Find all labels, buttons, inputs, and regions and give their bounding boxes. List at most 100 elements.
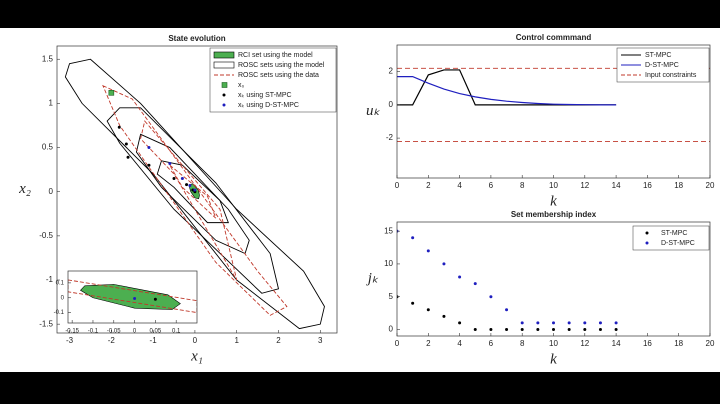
y-tick-label: 0 xyxy=(49,187,54,196)
x-tick-label: 20 xyxy=(706,181,715,190)
x-tick-label: 0 xyxy=(133,329,137,335)
y-tick-label: 0.5 xyxy=(42,143,54,152)
axes-frame xyxy=(56,45,338,334)
legend-label: D-ST-MPC xyxy=(645,62,679,69)
legend-label: ST-MPC xyxy=(645,52,671,59)
y-tick-label: 0 xyxy=(389,325,394,334)
set-polygon xyxy=(80,284,181,310)
data-point xyxy=(614,321,618,325)
axes-frame xyxy=(396,221,711,337)
legend-label: ROSC sets using the data xyxy=(238,72,319,79)
data-point xyxy=(598,321,602,325)
data-point xyxy=(185,183,189,187)
x-axis-label: x₁ xyxy=(190,348,203,364)
legend-label: x₀ xyxy=(238,82,245,89)
data-point xyxy=(552,321,555,325)
x-tick-label: -0.15 xyxy=(65,329,79,335)
x-tick-label: 2 xyxy=(276,336,281,345)
data-point xyxy=(147,146,151,150)
legend-swatch xyxy=(222,93,226,97)
y-tick-label: 1 xyxy=(49,99,54,108)
y-tick-label: -0.5 xyxy=(39,231,53,240)
data-point xyxy=(191,188,195,192)
x-tick-label: 4 xyxy=(457,339,462,348)
data-point xyxy=(583,321,587,325)
data-point xyxy=(473,327,477,331)
chart-title: Control commmand xyxy=(516,33,592,42)
y-axis-label: jₖ xyxy=(366,270,379,286)
x-axis-label: k xyxy=(550,351,557,367)
x-tick-label: 18 xyxy=(674,181,683,190)
set-polygon xyxy=(102,84,288,316)
x-tick-label: 6 xyxy=(489,339,494,348)
x-tick-label: 3 xyxy=(318,336,323,345)
data-point xyxy=(505,327,509,331)
x-tick-label: 14 xyxy=(612,339,621,348)
x-tick-label: -3 xyxy=(66,336,74,345)
data-point xyxy=(458,275,462,279)
y-tick-label: -2 xyxy=(386,133,394,142)
chart: -0.15 -0.1 -0.05 0 0.05 0.1 -0.1 0 0.1 xyxy=(54,270,198,335)
data-point xyxy=(489,327,493,331)
set-polygon xyxy=(64,58,325,330)
data-point xyxy=(426,308,430,312)
data-point xyxy=(583,327,587,331)
data-point xyxy=(489,295,493,299)
x-tick-label: 6 xyxy=(489,181,494,190)
data-point xyxy=(520,327,524,331)
axes-frame xyxy=(67,270,198,324)
data-point xyxy=(598,327,602,331)
legend-label: RCI set using the model xyxy=(238,52,313,59)
x-tick-label: -0.05 xyxy=(107,329,121,335)
data-point xyxy=(567,327,571,331)
legend-swatch xyxy=(213,51,235,59)
x-tick-label: 14 xyxy=(612,181,621,190)
x-tick-label: 10 xyxy=(549,181,558,190)
data-point xyxy=(536,327,540,331)
legend-label: xₖ using ST-MPC xyxy=(238,92,292,99)
x-tick-label: 18 xyxy=(674,339,683,348)
y-tick-label: -1.5 xyxy=(39,319,53,328)
legend-swatch xyxy=(645,241,649,245)
data-point xyxy=(614,327,618,331)
y-tick-label: 0 xyxy=(61,295,65,301)
data-line xyxy=(397,75,617,106)
y-tick-label: -1 xyxy=(46,275,54,284)
data-point xyxy=(567,321,571,325)
y-tick-label: 15 xyxy=(384,226,393,235)
x-tick-label: 0.05 xyxy=(150,329,162,335)
data-point xyxy=(426,249,430,253)
data-point xyxy=(124,142,128,146)
set-polygon xyxy=(169,164,217,219)
chart-title: State evolution xyxy=(168,34,225,43)
data-point xyxy=(117,125,121,129)
data-point xyxy=(188,184,192,188)
y-tick-label: 0.1 xyxy=(56,280,65,286)
data-point xyxy=(168,161,172,165)
data-point xyxy=(505,308,509,312)
set-polygon xyxy=(68,279,197,314)
x-axis-label: k xyxy=(550,193,557,209)
y-axis-label: uₖ xyxy=(366,103,381,119)
set-polygon xyxy=(156,160,229,224)
data-point xyxy=(520,321,524,325)
x-tick-label: 12 xyxy=(580,181,589,190)
plot xyxy=(397,229,618,331)
set-polygon xyxy=(140,120,238,281)
x-tick-label: 1 xyxy=(234,336,239,345)
y-tick-label: 10 xyxy=(384,259,393,268)
x-tick-label: 0.1 xyxy=(172,329,181,335)
chart: Set membership index k jₖ 0 2 4 6 8 10 12 14 16 18 20… xyxy=(366,210,715,367)
data-point xyxy=(442,262,446,266)
chart: Control commmand k uₖ 0 2 4 6 8 10 12 14 16 18 20 -2 0 2… xyxy=(366,33,715,209)
x-tick-label: -2 xyxy=(108,336,116,345)
x-tick-label: 0 xyxy=(395,181,400,190)
y-tick-label: 2 xyxy=(389,67,394,76)
legend-label: Input constraints xyxy=(645,72,697,79)
data-point xyxy=(126,155,130,159)
legend-box xyxy=(616,47,710,83)
data-point xyxy=(458,321,462,325)
x-tick-label: 16 xyxy=(643,181,652,190)
data-point xyxy=(536,321,540,325)
